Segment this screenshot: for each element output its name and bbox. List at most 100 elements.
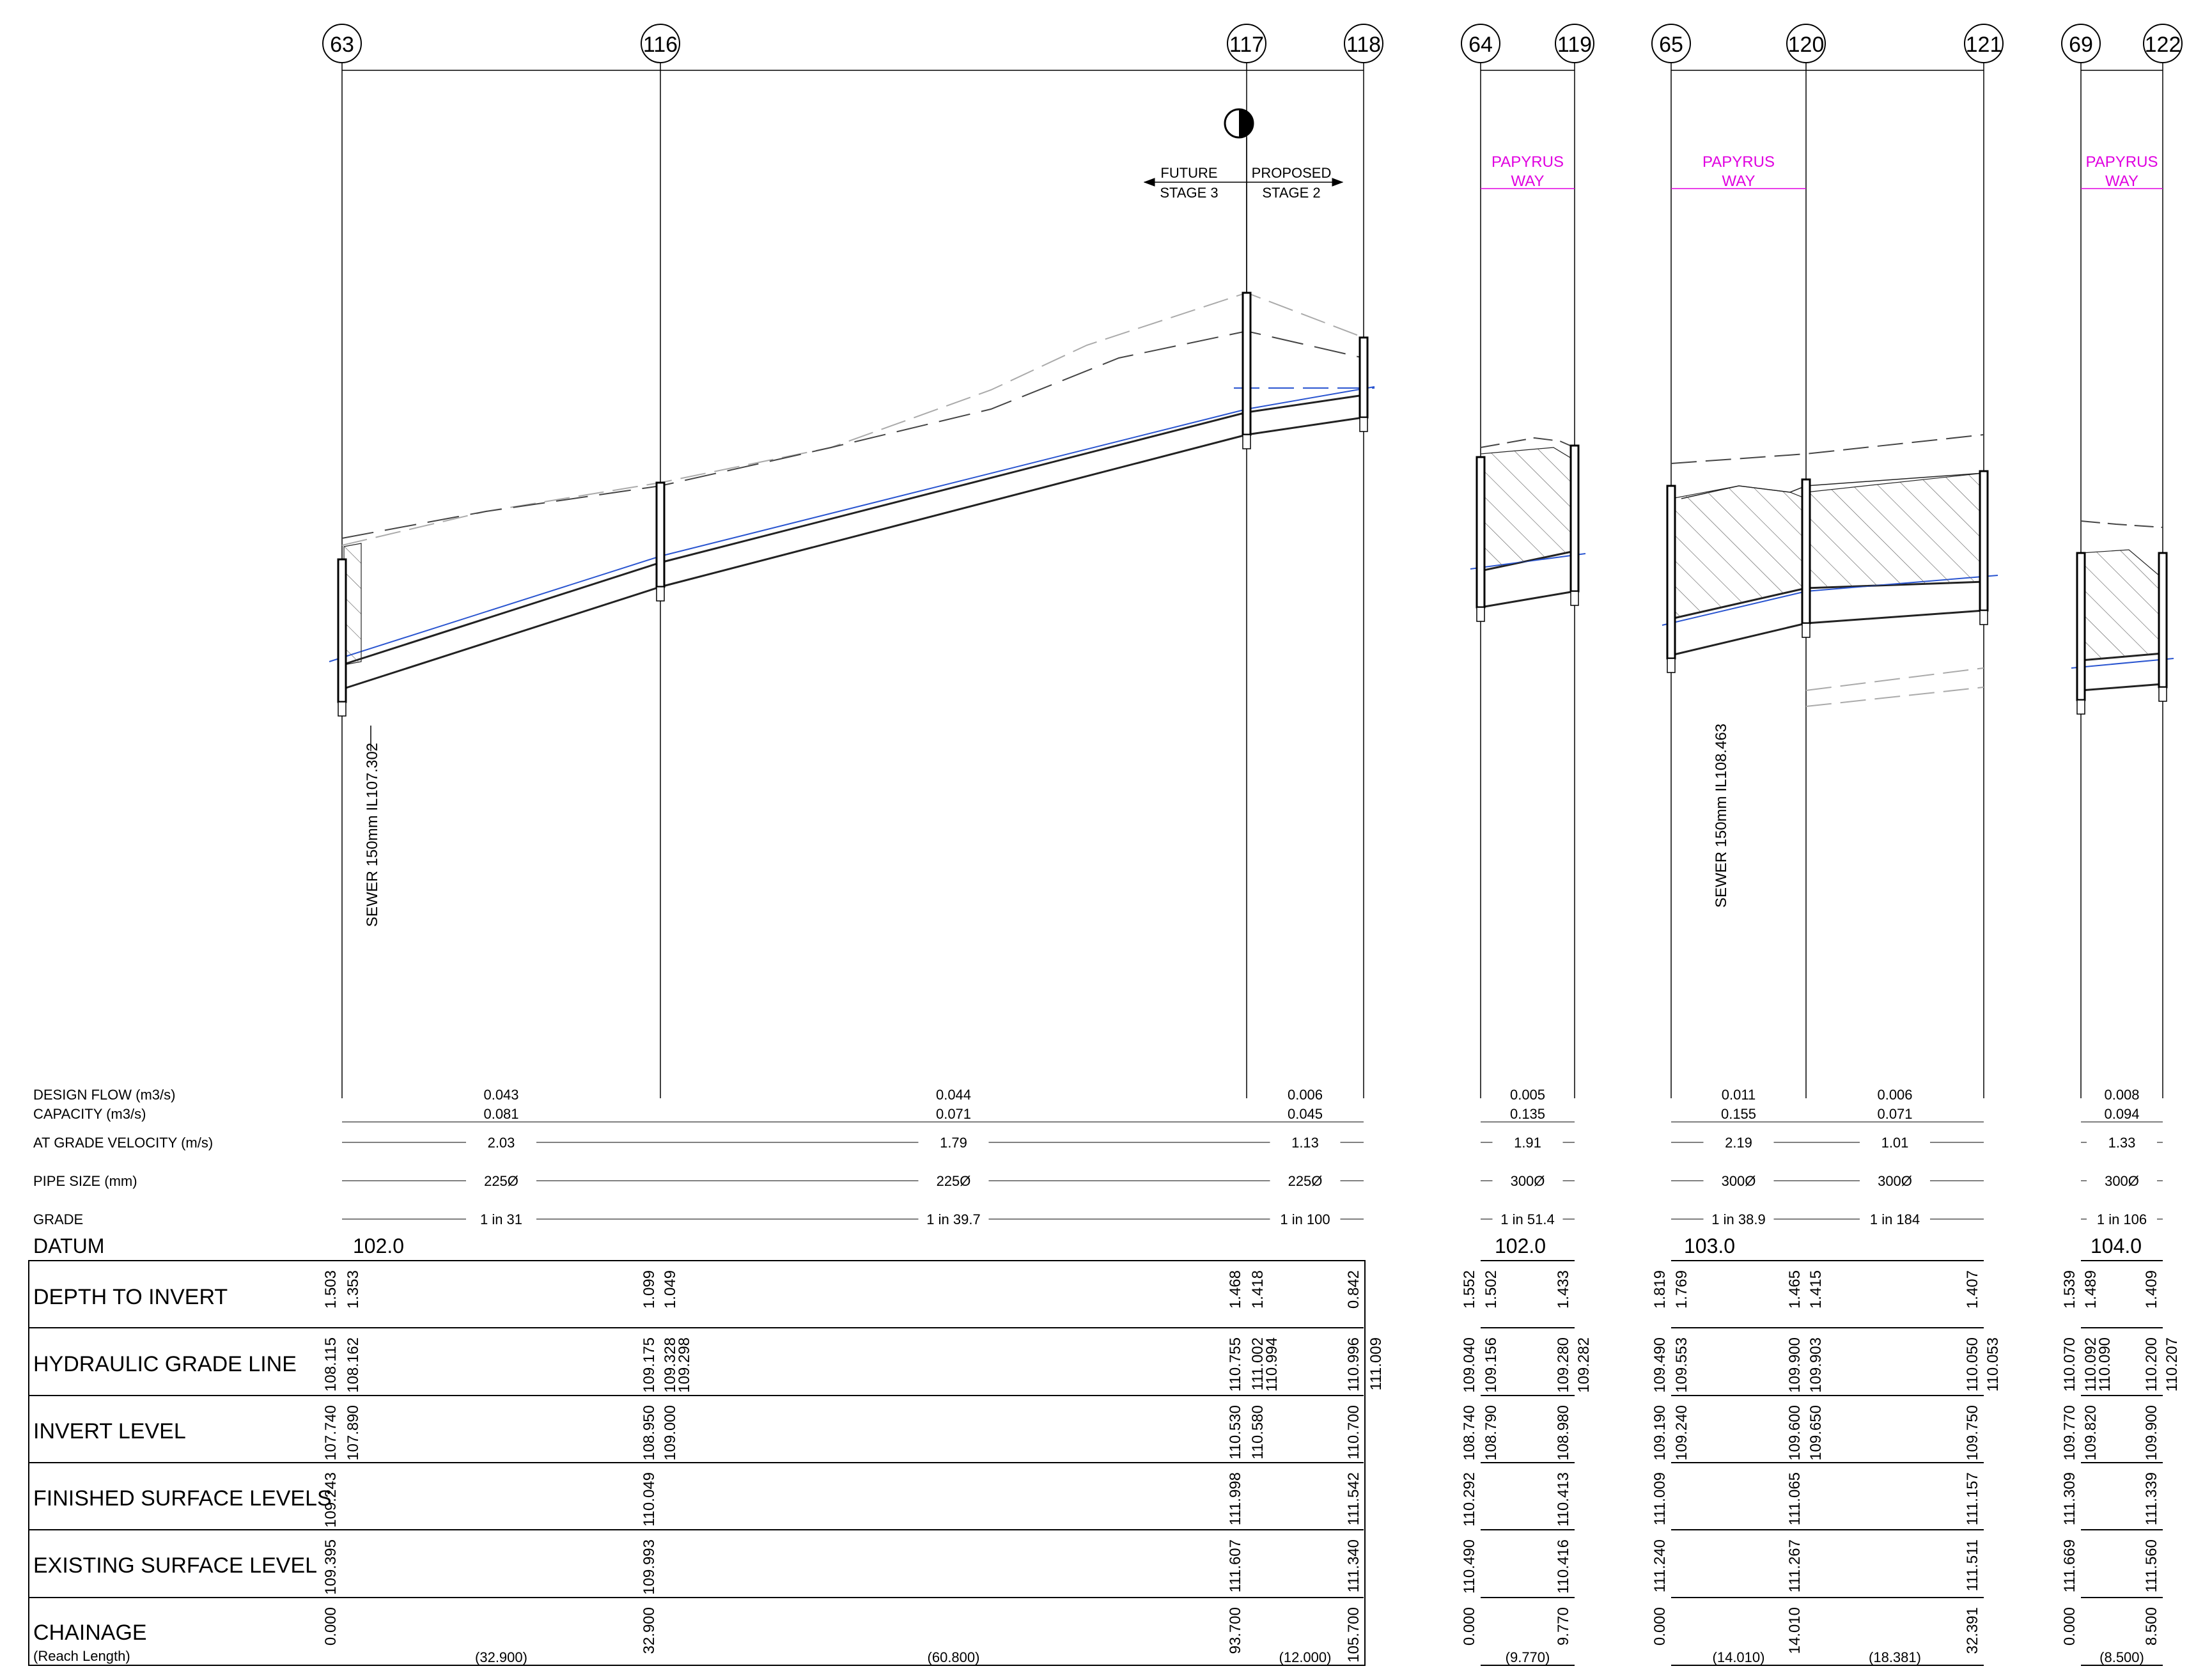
- manhole-shaft: [1476, 456, 1486, 609]
- existing-surface-line: [1805, 667, 1984, 691]
- fill-hatch-area: [1670, 485, 1807, 619]
- velocity-value: 2.19: [1725, 1135, 1752, 1151]
- hgl-value: 110.207: [2163, 1337, 2181, 1392]
- invert-value: 108.980: [1555, 1405, 1572, 1461]
- invert-row-label: INVERT LEVEL: [33, 1419, 186, 1443]
- manhole-shaft: [1666, 485, 1676, 660]
- hgl-value: 109.490: [1651, 1337, 1669, 1393]
- road-name-label: WAY: [1722, 173, 1756, 190]
- chainage-value: 93.700: [1227, 1607, 1244, 1654]
- reach-length-label: (Reach Length): [33, 1648, 130, 1664]
- manhole-base: [1802, 623, 1811, 638]
- road-name-label: PAPYRUS: [2086, 153, 2158, 171]
- invert-value: 109.240: [1673, 1405, 1690, 1461]
- pipe-value: 225Ø: [484, 1173, 518, 1189]
- chainage-value: 9.770: [1555, 1607, 1572, 1645]
- grade-value: 1 in 38.9: [1711, 1211, 1765, 1227]
- manhole-shaft: [1801, 478, 1811, 625]
- invert-value: 110.580: [1249, 1405, 1266, 1459]
- hgl-value: 110.050: [1964, 1337, 1981, 1392]
- pipe-invert-line: [2080, 683, 2163, 692]
- stage3-label: STAGE 3: [1160, 185, 1218, 201]
- manhole-number: 122: [2145, 33, 2181, 57]
- chainage-value: 32.900: [641, 1607, 658, 1654]
- invert-value: 108.950: [641, 1405, 658, 1461]
- fsl-value: 111.009: [1651, 1472, 1669, 1525]
- pipe-value: 225Ø: [937, 1173, 971, 1189]
- depth-row-label: DEPTH TO INVERT: [33, 1285, 228, 1309]
- esl-value: 110.490: [1461, 1539, 1478, 1594]
- pipe-invert-line: [1670, 609, 1984, 657]
- design-flow-value: 0.006: [1877, 1087, 1912, 1103]
- hgl-value: 109.298: [676, 1337, 693, 1393]
- capacity-value: 0.155: [1721, 1106, 1756, 1122]
- grade-value: 1 in 106: [2097, 1211, 2147, 1227]
- fsl-value: 111.542: [1345, 1472, 1362, 1525]
- invert-value: 110.530: [1227, 1405, 1244, 1459]
- manhole-shaft: [655, 481, 666, 588]
- depth-value: 1.489: [2082, 1270, 2099, 1309]
- manhole-shaft: [1979, 470, 1989, 612]
- manhole-number: 64: [1468, 33, 1493, 57]
- datum-value: 103.0: [1684, 1234, 1735, 1257]
- hgl-value: 110.090: [2096, 1337, 2114, 1392]
- grade-value: 1 in 51.4: [1500, 1211, 1554, 1227]
- design-flow-value: 0.006: [1288, 1087, 1323, 1103]
- invert-value: 109.820: [2082, 1405, 2099, 1461]
- chainage-value: 8.500: [2143, 1607, 2160, 1645]
- manhole-shaft: [337, 558, 347, 703]
- finished-surface-line: [341, 330, 1364, 539]
- hgl-value: 108.115: [322, 1337, 339, 1392]
- depth-value: 0.842: [1345, 1270, 1362, 1309]
- fsl-row-label: FINISHED SURFACE LEVELS: [33, 1486, 332, 1511]
- pipe-value: 300Ø: [2105, 1173, 2139, 1189]
- reach-length-value: (14.010): [1713, 1649, 1765, 1665]
- finished-surface-line: [1480, 437, 1575, 448]
- manhole-base: [1359, 417, 1368, 432]
- velocity-value: 1.01: [1881, 1135, 1909, 1151]
- fsl-value: 111.157: [1964, 1472, 1981, 1525]
- velocity-value: 1.33: [2108, 1135, 2136, 1151]
- capacity-value: 0.135: [1510, 1106, 1545, 1122]
- depth-value: 1.353: [345, 1270, 362, 1309]
- invert-value: 109.190: [1651, 1405, 1669, 1461]
- invert-value: 109.600: [1786, 1405, 1803, 1461]
- reach-length-value: (8.500): [2099, 1649, 2144, 1665]
- invert-value: 110.700: [1345, 1405, 1362, 1459]
- chainage-value: 0.000: [2061, 1607, 2078, 1645]
- hgl-value: 110.755: [1227, 1337, 1244, 1392]
- reach-length-value: (18.381): [1869, 1649, 1921, 1665]
- manhole-number: 121: [1966, 33, 2002, 57]
- esl-value: 111.669: [2061, 1539, 2078, 1592]
- fsl-value: 110.292: [1461, 1472, 1478, 1527]
- pipe-invert-line: [341, 416, 1364, 690]
- manhole-number: 119: [1557, 33, 1592, 57]
- design-flow-value: 0.008: [2104, 1087, 2139, 1103]
- esl-value: 111.511: [1964, 1539, 1981, 1591]
- existing-surface-line: [1805, 687, 1984, 707]
- depth-value: 1.819: [1651, 1270, 1669, 1309]
- manhole-base: [1979, 610, 1988, 625]
- manhole-base: [338, 701, 347, 717]
- manhole-shaft: [2076, 552, 2086, 701]
- capacity-row-label: CAPACITY (m3/s): [33, 1106, 146, 1122]
- invert-value: 109.000: [662, 1405, 679, 1461]
- stage2-label: STAGE 2: [1262, 185, 1320, 201]
- invert-value: 109.900: [2143, 1405, 2160, 1461]
- hgl-value: 109.156: [1483, 1337, 1500, 1393]
- hgl-value: 109.175: [641, 1337, 658, 1393]
- fsl-value: 109.243: [322, 1472, 339, 1528]
- invert-value: 107.740: [322, 1405, 339, 1461]
- capacity-value: 0.094: [2104, 1106, 2139, 1122]
- esl-value: 111.340: [1345, 1539, 1362, 1592]
- existing-surface-line: [1670, 434, 1984, 464]
- capacity-value: 0.071: [936, 1106, 971, 1122]
- depth-value: 1.552: [1461, 1270, 1478, 1309]
- invert-value: 107.890: [345, 1405, 362, 1461]
- hgl-value: 110.996: [1345, 1337, 1362, 1392]
- design-flow-value: 0.044: [936, 1087, 971, 1103]
- design-flow-value: 0.043: [483, 1087, 518, 1103]
- hgl-value: 109.900: [1786, 1337, 1803, 1393]
- hgl-value: 110.070: [2061, 1337, 2078, 1392]
- road-name-label: WAY: [1511, 173, 1545, 190]
